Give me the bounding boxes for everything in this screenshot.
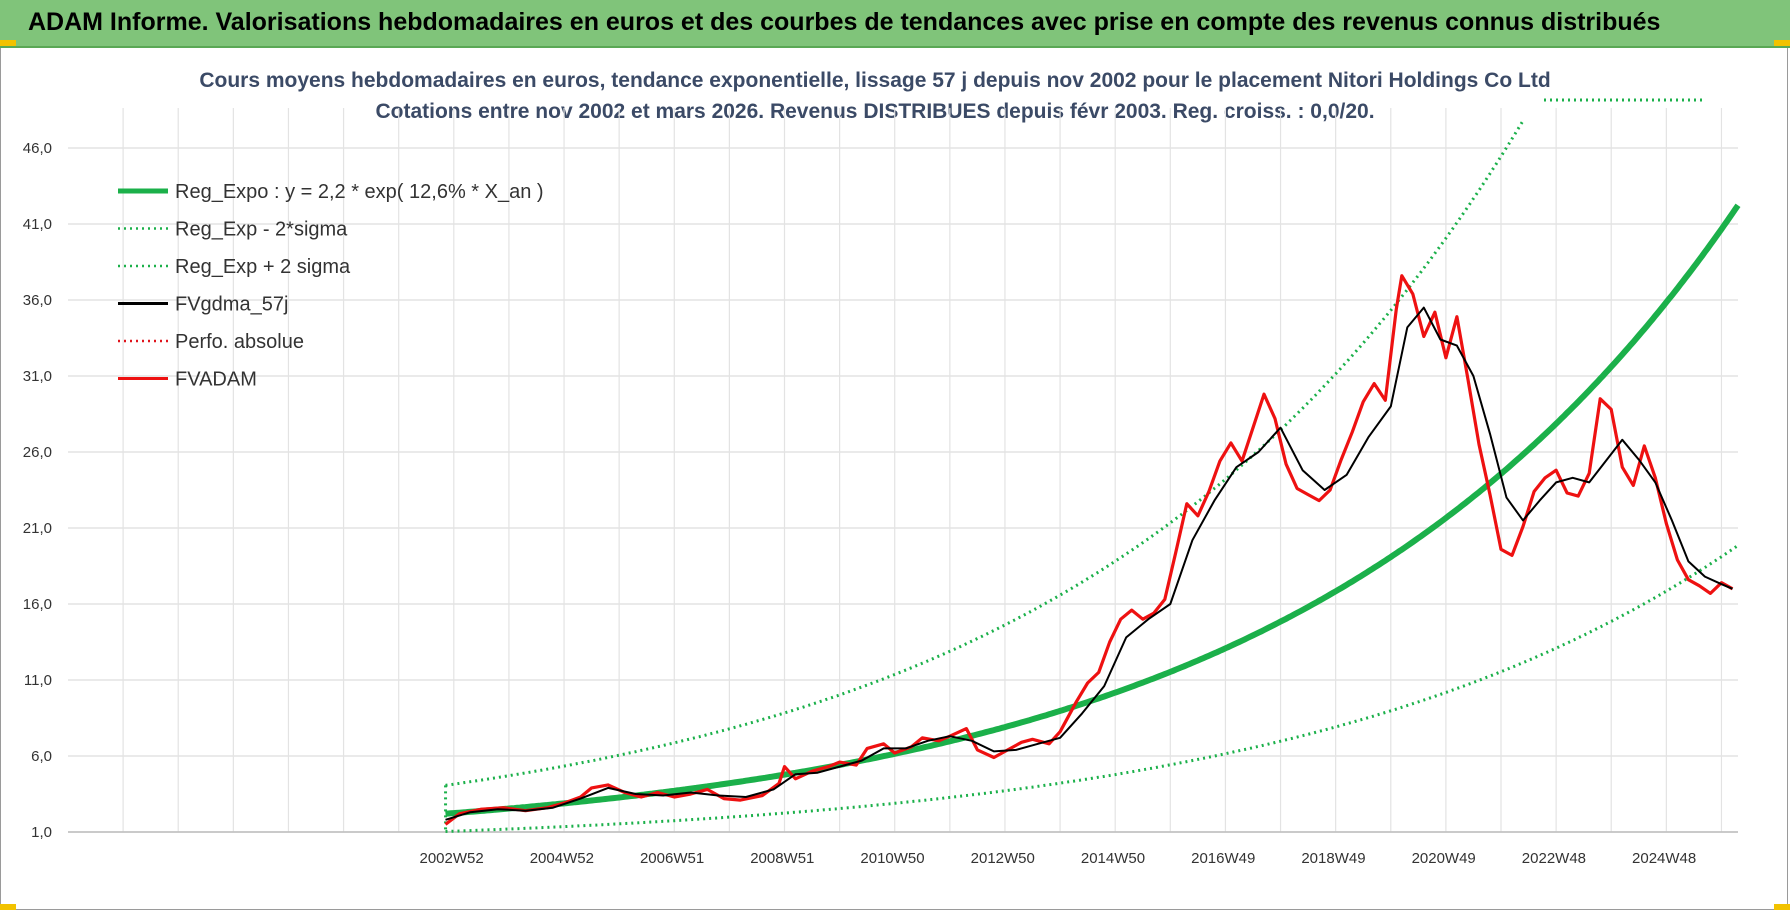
y-tick-label: 1,0: [31, 824, 52, 841]
report-banner: ADAM Informe. Valorisations hebdomadaire…: [0, 0, 1790, 48]
corner-mark-bottom-left: [0, 904, 16, 910]
legend-label: Perfo. absolue: [175, 331, 304, 353]
corner-mark-left: [0, 40, 16, 46]
corner-mark-right: [1774, 40, 1790, 46]
x-tick-label: 2022W48: [1522, 850, 1586, 867]
series-reg-exp-minus-2sigma: [445, 544, 1739, 833]
chart-subtitle: Cotations entre nov 2002 et mars 2026. R…: [375, 100, 1374, 123]
price-chart: Cours moyens hebdomadaires en euros, ten…: [23, 69, 1741, 867]
series-reg-exp-plus-2sigma: [445, 119, 1525, 787]
x-tick-label: 2004W52: [530, 850, 594, 867]
legend-label: Reg_Expo : y = 2,2 * exp( 12,6% * X_an ): [175, 181, 544, 203]
legend-label: Reg_Exp - 2*sigma: [175, 219, 348, 241]
y-tick-label: 11,0: [24, 672, 52, 689]
y-tick-label: 46,0: [23, 140, 52, 157]
banner-title: ADAM Informe. Valorisations hebdomadaire…: [28, 8, 1661, 36]
x-tick-label: 2024W48: [1632, 850, 1696, 867]
y-tick-label: 16,0: [23, 596, 52, 613]
y-tick-label: 6,0: [31, 748, 52, 765]
legend-label: FVgdma_57j: [175, 294, 288, 316]
x-tick-label: 2014W50: [1081, 850, 1145, 867]
y-tick-label: 26,0: [23, 444, 52, 461]
y-tick-label: 21,0: [23, 520, 52, 537]
x-tick-label: 2008W51: [750, 850, 814, 867]
x-tick-label: 2016W49: [1191, 850, 1255, 867]
y-tick-label: 41,0: [23, 216, 52, 233]
x-tick-label: 2018W49: [1301, 850, 1365, 867]
y-tick-label: 36,0: [23, 292, 52, 309]
corner-mark-bottom-right: [1774, 904, 1790, 910]
x-tick-label: 2012W50: [971, 850, 1035, 867]
x-tick-label: 2002W52: [419, 850, 483, 867]
chart-title: Cours moyens hebdomadaires en euros, ten…: [199, 69, 1550, 92]
x-tick-label: 2010W50: [860, 850, 924, 867]
series-fvgdma-57j: [445, 306, 1733, 821]
series-reg-expo: [445, 203, 1741, 817]
x-tick-label: 2006W51: [640, 850, 704, 867]
series-fvadam: [444, 274, 1734, 826]
legend-label: Reg_Exp + 2 sigma: [175, 256, 351, 278]
y-tick-label: 31,0: [23, 368, 52, 385]
legend-label: FVADAM: [175, 369, 257, 391]
x-tick-label: 2020W49: [1412, 850, 1476, 867]
